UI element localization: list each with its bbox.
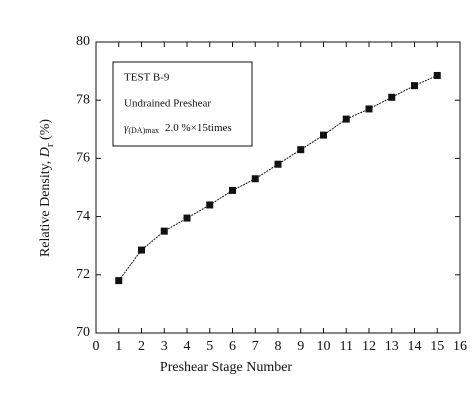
y-label-subscript: r <box>44 143 56 147</box>
x-tick-label: 16 <box>453 339 467 354</box>
x-axis-label: Preshear Stage Number <box>160 360 293 375</box>
marker <box>342 115 350 123</box>
x-tick-label: 9 <box>297 339 304 354</box>
y-label-symbol: D <box>38 147 53 158</box>
x-tick-label: 2 <box>138 339 145 354</box>
marker <box>433 71 441 79</box>
marker <box>183 214 191 222</box>
annotation-test: TEST B-9 <box>124 72 170 84</box>
y-tick-label: 70 <box>76 325 90 340</box>
x-tick-label: 4 <box>184 339 191 354</box>
y-axis-label: Relative Density, Dr (%) <box>38 119 55 257</box>
marker <box>297 146 305 154</box>
x-tick-label: 14 <box>408 339 422 354</box>
x-tick-label: 1 <box>115 339 122 354</box>
x-tick-label: 7 <box>252 339 259 354</box>
y-tick-label: 78 <box>76 92 90 107</box>
annotation-text: 2.0 %×15times <box>165 122 232 134</box>
marker <box>251 175 259 183</box>
annotation-preshear: Undrained Preshear <box>124 98 211 110</box>
y-tick-label: 72 <box>76 267 90 282</box>
marker <box>160 227 168 235</box>
marker <box>365 105 373 113</box>
marker <box>229 186 236 194</box>
y-label-prefix: Relative Density, <box>38 157 53 257</box>
x-tick-label: 3 <box>161 339 168 354</box>
annotation-subscript: (DA)max <box>128 126 159 135</box>
x-tick-label: 0 <box>93 339 100 354</box>
x-tick-label: 12 <box>362 339 376 354</box>
x-tick-label: 6 <box>229 339 236 354</box>
marker <box>138 246 145 254</box>
x-tick-label: 15 <box>430 339 444 354</box>
x-tick-label: 10 <box>317 339 331 354</box>
y-tick-label: 74 <box>76 209 90 224</box>
annotation-strain: γ(DA)max 2.0 %×15times <box>124 122 232 135</box>
annotation-box <box>112 61 253 147</box>
x-tick-label: 8 <box>275 339 282 354</box>
marker <box>411 82 418 90</box>
x-tick-label: 5 <box>206 339 213 354</box>
marker <box>320 131 327 139</box>
marker <box>274 160 282 168</box>
x-tick-label: 11 <box>340 339 353 354</box>
y-label-suffix: (%) <box>38 119 53 144</box>
annotation-symbol: γ <box>124 122 129 134</box>
marker <box>206 201 214 209</box>
marker <box>115 277 123 285</box>
y-tick-label: 80 <box>76 34 90 49</box>
y-tick-label: 76 <box>76 151 90 166</box>
x-tick-label: 13 <box>385 339 399 354</box>
marker <box>388 93 396 101</box>
